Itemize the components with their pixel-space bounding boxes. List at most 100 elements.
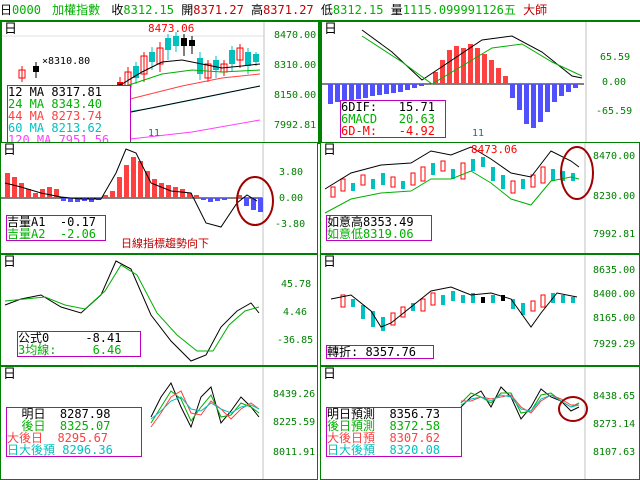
macd-legend-macd: 6MACD 20.63 xyxy=(341,112,435,126)
macd-line xyxy=(361,35,583,85)
formula-axis-3: -36.85 xyxy=(277,335,314,346)
formula-ma3-line xyxy=(4,264,260,352)
turn-chart xyxy=(330,255,586,365)
candles xyxy=(18,32,259,97)
macd-period-label: 日 xyxy=(324,22,338,37)
ma-bottom-tick: 11 xyxy=(148,128,161,139)
macd-axis-3: -65.59 xyxy=(596,106,633,117)
ruyi-axis-1: 8470.00 xyxy=(593,151,636,162)
ma-legend-120: 120 MA 7951.56 xyxy=(8,133,110,144)
candle xyxy=(18,69,26,79)
jiliang-axis-1: 3.80 xyxy=(279,167,304,178)
ruyi-period-label: 日 xyxy=(323,143,337,158)
low-value: 8312.15 xyxy=(332,3,384,17)
time-value: 91126 xyxy=(467,3,504,17)
candle xyxy=(189,40,195,46)
ma-legend-24: 24 MA 8343.40 xyxy=(8,97,102,111)
candle xyxy=(149,52,155,62)
forecast-axis-2: 8273.14 xyxy=(593,419,636,430)
macd-legend: 6DIF: 15.71 6MACD 20.63 6D-M: -4.92 xyxy=(340,100,446,138)
ma-period-label: 日 xyxy=(4,22,18,37)
ma-legend-60: 60 MA 8213.62 xyxy=(8,121,102,135)
forecast-legend: 明日預測 8356.73 後日預測 8372.58 大後日預 8307.62 日… xyxy=(326,407,462,457)
forecast-chart-panel[interactable]: 日 8438.65 8273.14 8107.63 明日預測 8356.73 後… xyxy=(320,366,640,480)
candle xyxy=(173,36,179,46)
candle xyxy=(140,55,148,75)
low-label: 低 xyxy=(320,3,333,17)
forecast-axis-1: 8438.65 xyxy=(593,391,636,402)
candle xyxy=(165,38,171,50)
ruyi-high-label: 8473.06 xyxy=(471,143,518,156)
turn-line xyxy=(330,286,578,328)
tomorrow-legend: 明日 8287.98 後日 8325.07 大後日 8295.67 日大後預 8… xyxy=(6,407,142,457)
forecast-legend-4: 日大後預 8320.08 xyxy=(327,443,441,457)
ma120-line xyxy=(121,119,261,141)
forecast-legend-2: 後日預測 8372.58 xyxy=(327,419,441,433)
ma-axis-2: 8310.00 xyxy=(274,60,317,71)
dif-line xyxy=(361,29,583,81)
ma12-line xyxy=(101,59,261,91)
ruyi-chart-panel[interactable]: 日 8473.06 8470.00 8230.00 7992.81 如意高835… xyxy=(320,142,640,254)
turn-axis-1: 8635.00 xyxy=(593,265,636,276)
tomorrow-chart xyxy=(150,367,264,479)
stock-code[interactable]: 0000 xyxy=(12,3,41,17)
candle xyxy=(236,47,244,61)
tomorrow-legend-3: 大後日 8295.67 xyxy=(7,431,109,445)
ma-chart-panel[interactable]: 日 8473.06 ×8310.80 8470.00 8310.00 8150.… xyxy=(0,20,320,144)
forecast-4-line xyxy=(460,394,580,412)
macd-chart-panel[interactable]: 日 65.59 0.00 -65.59 11 6DIF: 15.71 6MACD… xyxy=(320,20,640,144)
highlight-circle xyxy=(236,176,274,226)
brand-label: 大師 xyxy=(523,3,548,17)
jiliang-a1-line xyxy=(4,148,258,228)
turn-legend-value: 轉折: 8357.76 xyxy=(327,345,417,359)
forecast-legend-3: 大後日預 8307.62 xyxy=(327,431,441,445)
open-label: 開 xyxy=(181,3,194,17)
ruyi-low-line xyxy=(324,170,580,214)
ruyi-axis-2: 8230.00 xyxy=(593,191,636,202)
formula-chart xyxy=(4,255,264,365)
formula-legend: 公式0 -8.41 3均線: 6.46 xyxy=(17,331,141,357)
trend-down-annotation: 日線指標趨勢向下 xyxy=(121,237,209,250)
high-value: 8371.27 xyxy=(263,3,314,17)
candle xyxy=(197,58,203,74)
quote-header: 日0000 加權指數 收8312.15 開8371.27 高8371.27 低8… xyxy=(0,0,640,20)
tomorrow-legend-4: 日大後預 8296.36 xyxy=(7,443,113,457)
turn-chart-panel[interactable]: 日 8635.00 8400.00 8165.00 7929.29 轉折: 83… xyxy=(320,254,640,366)
volume-label: 量 xyxy=(390,3,403,17)
ruyi-high-line xyxy=(324,146,580,190)
tomorrow-axis-2: 8225.59 xyxy=(273,417,316,428)
ruyi-legend-low: 如意低8319.06 xyxy=(327,227,414,241)
day-after-line xyxy=(150,390,260,424)
macd-bottom-tick: 11 xyxy=(472,128,485,139)
jiliang-chart-panel[interactable]: 日 3.80 0.00 -3.80 吉量A1 -0.17 吉量A2 -2.06 … xyxy=(0,142,318,254)
ruyi-axis-3: 7992.81 xyxy=(593,229,636,240)
period-label[interactable]: 日 xyxy=(0,3,13,17)
ruyi-legend: 如意高8353.49 如意低8319.06 xyxy=(326,215,432,241)
jiliang-legend: 吉量A1 -0.17 吉量A2 -2.06 xyxy=(6,215,106,241)
formula-axis-1: 45.78 xyxy=(281,279,312,290)
formula-legend-0: 公式0 -8.41 xyxy=(18,331,122,345)
candle xyxy=(253,54,259,62)
turn-period-label: 日 xyxy=(323,255,337,270)
forecast-axis-3: 8107.63 xyxy=(593,447,636,458)
formula-period-label: 日 xyxy=(3,255,17,270)
ma-legend-44: 44 MA 8273.74 xyxy=(8,109,102,123)
tomorrow-legend-2: 後日 8325.07 xyxy=(7,419,111,433)
candle xyxy=(229,50,235,64)
close-value: 8312.15 xyxy=(123,3,174,17)
formula-chart-panel[interactable]: 日 45.78 4.46 -36.85 公式0 -8.41 3均線: 6.46 xyxy=(0,254,318,366)
ma-axis-3: 8150.00 xyxy=(274,90,317,101)
third-day-line xyxy=(150,390,260,428)
forecast-period-label: 日 xyxy=(323,367,337,382)
ma-legend-12: 12 MA 8317.81 xyxy=(8,85,102,99)
turn-axis-4: 7929.29 xyxy=(593,339,636,350)
formula0-line xyxy=(4,260,260,362)
ma-low-label: ×8310.80 xyxy=(42,56,91,67)
turn-axis-3: 8165.00 xyxy=(593,313,636,324)
candle xyxy=(33,66,39,72)
jiliang-bars xyxy=(5,157,263,212)
tomorrow-chart-panel[interactable]: 日 8439.26 8225.59 8011.91 明日 8287.98 後日 … xyxy=(0,366,318,480)
jiliang-axis-3: -3.80 xyxy=(275,219,306,230)
volume-value: 1115.0999 xyxy=(402,3,468,17)
tomorrow-line xyxy=(150,381,260,429)
